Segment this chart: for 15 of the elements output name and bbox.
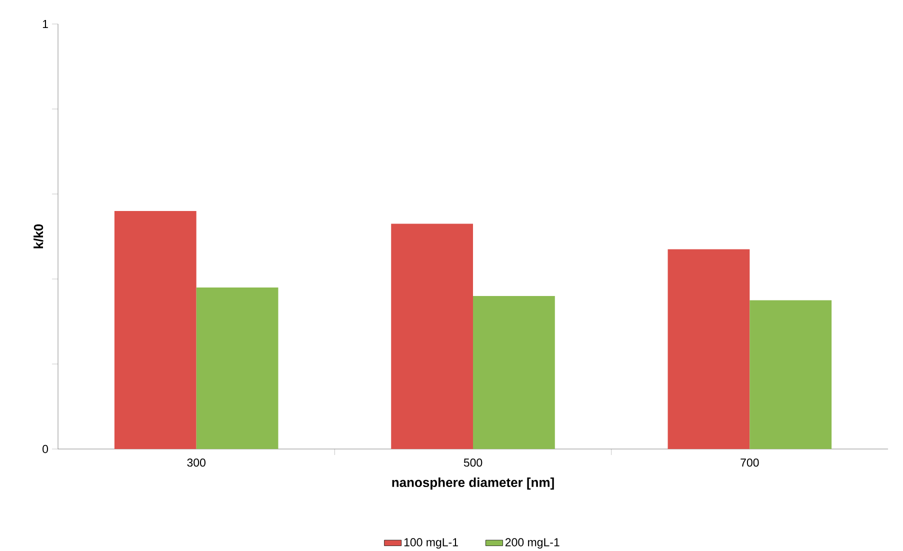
x-tick-label: 500: [464, 458, 482, 467]
bar: [750, 300, 832, 449]
y-tick-label: 1: [42, 20, 48, 28]
x-tick-label: 700: [740, 458, 759, 467]
y-axis-title: k/k0: [34, 224, 44, 248]
legend-label: 200 mgL-1: [505, 538, 560, 549]
bar: [391, 224, 474, 449]
bar: [114, 210, 196, 449]
bar: [473, 296, 555, 449]
bar: [196, 288, 278, 449]
legend-label: 100 mgL-1: [404, 538, 458, 549]
x-tick-label: 300: [187, 458, 206, 467]
y-tick-label: 0: [42, 444, 48, 454]
bar: [668, 249, 750, 449]
x-axis-title: nanosphere diameter [nm]: [392, 478, 554, 490]
